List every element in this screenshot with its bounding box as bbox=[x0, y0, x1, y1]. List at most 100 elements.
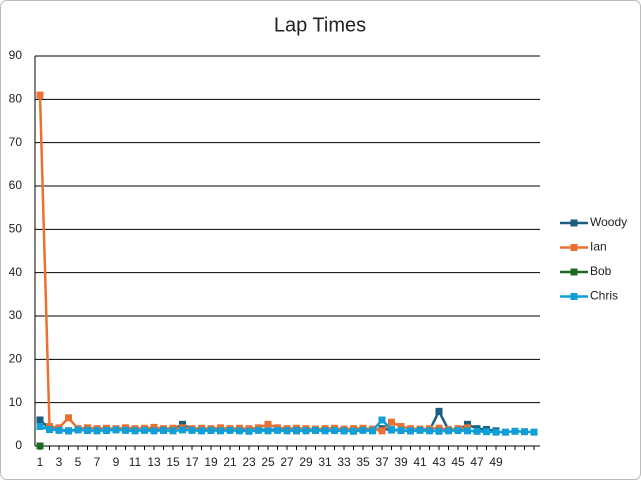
x-tick-label: 37 bbox=[375, 455, 389, 469]
y-tick-label: 70 bbox=[9, 135, 23, 149]
point-marker bbox=[264, 427, 272, 435]
point-marker bbox=[255, 426, 262, 434]
point-marker bbox=[321, 427, 329, 435]
x-tick-label: 43 bbox=[432, 455, 446, 469]
legend-marker bbox=[570, 219, 578, 227]
y-tick-label: 30 bbox=[9, 308, 23, 322]
point-marker bbox=[112, 426, 120, 434]
x-tick-label: 11 bbox=[129, 455, 142, 469]
x-tick-label: 47 bbox=[470, 455, 484, 469]
point-marker bbox=[350, 427, 357, 435]
point-marker bbox=[483, 428, 490, 436]
x-tick-label: 1 bbox=[37, 455, 44, 469]
point-marker bbox=[530, 428, 538, 436]
point-marker bbox=[359, 426, 367, 434]
x-tick-label: 35 bbox=[356, 455, 370, 469]
point-marker bbox=[464, 427, 471, 435]
x-tick-label: 9 bbox=[113, 455, 120, 469]
point-marker bbox=[93, 427, 101, 435]
y-tick-label: 0 bbox=[15, 438, 22, 452]
point-marker bbox=[46, 426, 53, 434]
point-marker bbox=[160, 426, 167, 434]
x-tick-label: 17 bbox=[185, 455, 199, 469]
y-tick-label: 60 bbox=[9, 178, 23, 192]
point-marker bbox=[36, 442, 44, 450]
point-marker bbox=[369, 427, 376, 435]
x-tick-label: 23 bbox=[242, 455, 256, 469]
point-marker bbox=[36, 416, 44, 424]
point-marker bbox=[426, 427, 433, 435]
legend-marker bbox=[570, 293, 578, 300]
point-marker bbox=[179, 426, 186, 434]
point-marker bbox=[245, 427, 253, 435]
point-marker bbox=[435, 407, 443, 415]
y-tick-label: 50 bbox=[9, 222, 23, 236]
legend-label: Ian bbox=[590, 240, 607, 254]
point-marker bbox=[435, 427, 443, 435]
y-tick-label: 90 bbox=[9, 48, 23, 62]
point-marker bbox=[473, 427, 481, 435]
y-tick-label: 20 bbox=[9, 352, 23, 366]
point-marker bbox=[293, 426, 300, 434]
x-tick-label: 25 bbox=[261, 455, 275, 469]
x-tick-label: 45 bbox=[451, 455, 465, 469]
legend-label: Chris bbox=[590, 289, 618, 303]
x-tick-label: 5 bbox=[75, 455, 82, 469]
point-marker bbox=[65, 414, 72, 422]
point-marker bbox=[302, 427, 310, 435]
x-tick-label: 41 bbox=[413, 455, 427, 469]
x-tick-label: 21 bbox=[223, 455, 237, 469]
point-marker bbox=[283, 427, 291, 435]
point-marker bbox=[36, 91, 44, 99]
point-marker bbox=[454, 426, 462, 434]
legend-marker bbox=[570, 244, 578, 251]
x-tick-label: 15 bbox=[166, 455, 180, 469]
point-marker bbox=[312, 426, 319, 434]
point-marker bbox=[188, 426, 196, 434]
point-marker bbox=[331, 426, 338, 434]
y-tick-label: 40 bbox=[9, 265, 23, 279]
point-marker bbox=[378, 427, 386, 435]
series-line bbox=[38, 94, 468, 433]
point-marker bbox=[169, 427, 177, 435]
point-marker bbox=[445, 427, 452, 435]
point-marker bbox=[150, 427, 158, 435]
point-marker bbox=[397, 426, 405, 434]
point-marker bbox=[131, 427, 139, 435]
point-marker bbox=[217, 427, 224, 435]
chart-title: Lap Times bbox=[274, 14, 366, 36]
y-tick-label: 80 bbox=[9, 92, 23, 106]
point-marker bbox=[198, 427, 205, 435]
x-tick-label: 13 bbox=[147, 455, 161, 469]
point-marker bbox=[274, 426, 281, 434]
legend-label: Woody bbox=[590, 215, 627, 229]
x-tick-label: 49 bbox=[489, 455, 503, 469]
point-marker bbox=[407, 427, 414, 435]
x-tick-label: 31 bbox=[318, 455, 332, 469]
y-tick-label: 10 bbox=[9, 395, 23, 409]
point-marker bbox=[388, 426, 395, 434]
x-tick-label: 7 bbox=[94, 455, 101, 469]
point-marker bbox=[207, 426, 215, 434]
point-marker bbox=[397, 423, 405, 430]
x-tick-label: 29 bbox=[299, 455, 313, 469]
point-marker bbox=[65, 427, 72, 435]
point-marker bbox=[122, 426, 129, 434]
point-marker bbox=[378, 416, 386, 424]
point-marker bbox=[492, 428, 500, 436]
legend-marker bbox=[570, 268, 578, 276]
x-tick-label: 39 bbox=[394, 455, 408, 469]
point-marker bbox=[264, 420, 272, 428]
x-tick-label: 19 bbox=[204, 455, 218, 469]
point-marker bbox=[36, 423, 44, 430]
point-marker bbox=[416, 426, 424, 434]
point-marker bbox=[141, 426, 148, 434]
point-marker bbox=[340, 427, 348, 435]
x-tick-label: 33 bbox=[337, 455, 351, 469]
point-marker bbox=[226, 426, 234, 434]
point-marker bbox=[502, 428, 509, 436]
point-marker bbox=[84, 426, 91, 434]
